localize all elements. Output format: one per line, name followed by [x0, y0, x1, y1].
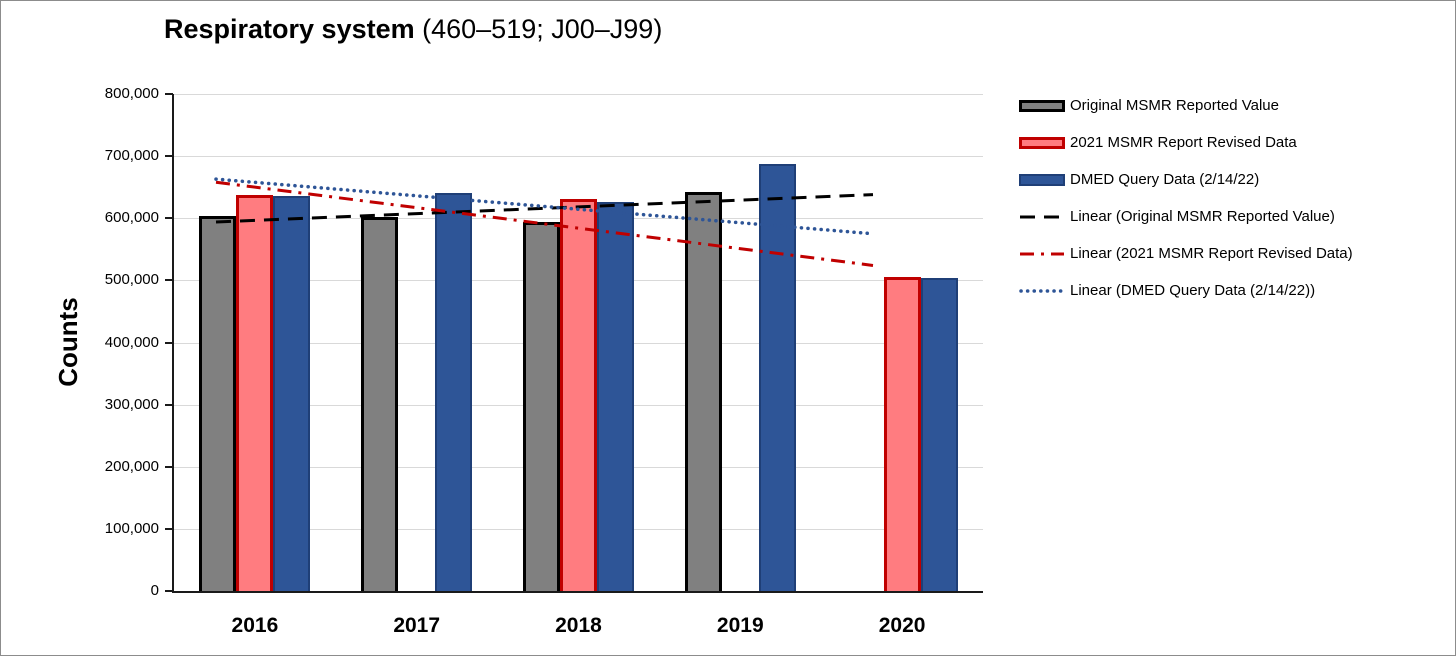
y-axis-line [172, 94, 174, 593]
bar-original-msmr-reported-value-2018 [523, 221, 560, 593]
legend-item-linear-original: Linear (Original MSMR Reported Value) [1019, 198, 1353, 235]
y-axis-tick [165, 155, 173, 158]
blue-bar-swatch-icon [1019, 173, 1065, 186]
bar-2021-msmr-report-revised-data-2020 [883, 277, 921, 593]
y-tick-label: 0 [150, 582, 159, 599]
y-axis-tick [165, 93, 173, 95]
bar-dmed-query-data-2-14-22-2020 [920, 277, 958, 593]
y-axis-tick [165, 590, 173, 592]
legend-label: 2021 MSMR Report Revised Data [1070, 134, 1297, 151]
y-tick-label: 800,000 [104, 85, 159, 102]
legend-label: Linear (Original MSMR Reported Value) [1070, 208, 1335, 225]
bar-original-msmr-reported-value-2017 [361, 217, 399, 593]
y-tick-label: 100,000 [104, 519, 159, 537]
gray-bar-swatch-icon [1019, 99, 1065, 112]
bar-dmed-query-data-2-14-22-2016 [273, 195, 311, 593]
y-axis-tick [165, 527, 173, 530]
bar-dmed-query-data-2-14-22-2017 [435, 193, 473, 593]
y-tick-label: 700,000 [104, 147, 159, 165]
x-tick-label-2018: 2018 [555, 614, 602, 637]
y-axis-tick [165, 279, 173, 282]
x-axis-line [172, 591, 983, 593]
gridline [174, 94, 983, 95]
legend-label: Original MSMR Reported Value [1070, 97, 1279, 114]
red-dashdot-line-icon [1020, 252, 1064, 255]
y-tick-label: 600,000 [104, 209, 159, 227]
x-tick-label-2017: 2017 [393, 614, 441, 637]
bar-dmed-query-data-2-14-22-2019 [758, 164, 796, 593]
y-tick-label: 400,000 [104, 333, 159, 351]
legend-label: DMED Query Data (2/14/22) [1070, 171, 1260, 188]
legend-label: Linear (2021 MSMR Report Revised Data) [1070, 245, 1353, 262]
y-axis-tick [165, 465, 173, 468]
legend-item-original-msmr: Original MSMR Reported Value [1019, 87, 1353, 124]
y-axis-tick [165, 341, 173, 344]
y-tick-label: 500,000 [104, 271, 159, 289]
legend-item-linear-2021: Linear (2021 MSMR Report Revised Data) [1019, 235, 1353, 272]
y-axis-tick [165, 217, 173, 220]
bar-2021-msmr-report-revised-data-2018 [560, 198, 597, 593]
y-tick-label: 200,000 [104, 457, 159, 475]
black-dashed-line-icon [1020, 215, 1064, 218]
bar-original-msmr-reported-value-2016 [199, 215, 237, 593]
y-axis-tick [165, 403, 173, 406]
x-tick-label-2019: 2019 [716, 614, 764, 637]
x-tick-label-2016: 2016 [231, 614, 279, 637]
red-bar-swatch-icon [1019, 136, 1065, 149]
bar-dmed-query-data-2-14-22-2018 [597, 202, 634, 593]
bar-2021-msmr-report-revised-data-2016 [236, 195, 274, 593]
legend-item-2021-revised: 2021 MSMR Report Revised Data [1019, 124, 1353, 161]
gridline [174, 156, 983, 158]
legend-label: Linear (DMED Query Data (2/14/22)) [1070, 282, 1316, 299]
legend-item-linear-dmed: Linear (DMED Query Data (2/14/22)) [1019, 272, 1353, 309]
x-tick-label-2020: 2020 [878, 614, 926, 637]
blue-dotted-line-icon [1019, 288, 1065, 293]
bar-original-msmr-reported-value-2019 [684, 192, 722, 593]
legend: Original MSMR Reported Value 2021 MSMR R… [1019, 87, 1353, 309]
chart-title: Respiratory system (460–519; J00–J99) [164, 14, 662, 45]
chart-title-main: Respiratory system [164, 14, 415, 44]
chart-title-sub: (460–519; J00–J99) [414, 14, 663, 44]
y-tick-label: 300,000 [104, 395, 159, 413]
legend-item-dmed-query: DMED Query Data (2/14/22) [1019, 161, 1353, 198]
